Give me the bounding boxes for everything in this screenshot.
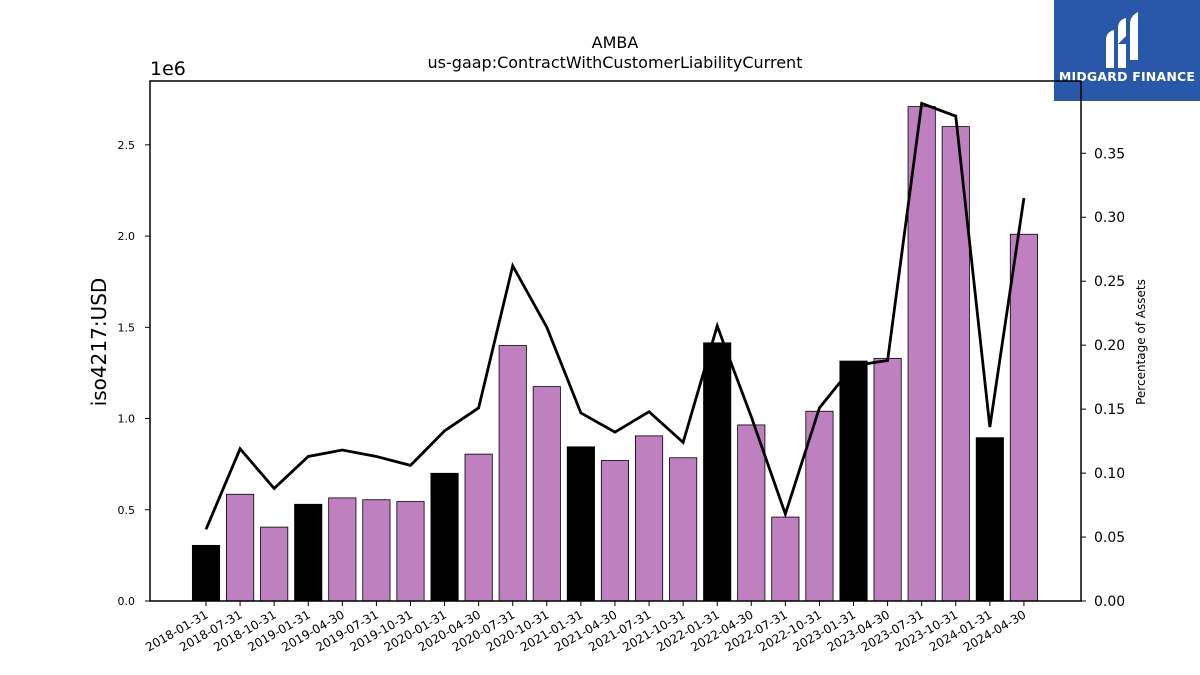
bar	[805, 410, 834, 602]
bar	[294, 503, 323, 602]
bar	[669, 457, 698, 602]
y2-tick-label: 0.05	[1094, 530, 1125, 546]
logo-text: MIDGARD FINANCE	[1058, 69, 1196, 84]
bar	[1009, 233, 1038, 602]
y2-axis-label: Percentage of Assets	[1134, 279, 1148, 405]
y-tick-label: 1.0	[118, 413, 136, 426]
bar	[260, 526, 289, 602]
bar	[498, 345, 527, 602]
bar	[464, 453, 493, 602]
midgard-m-icon	[1106, 12, 1138, 68]
bar	[532, 386, 561, 602]
y-tick-label: 0.0	[118, 595, 136, 608]
bar	[566, 446, 595, 602]
bar	[430, 472, 459, 602]
bar	[737, 424, 766, 602]
y2-tick-label: 0.10	[1094, 466, 1125, 482]
y2-tick-label: 0.15	[1094, 402, 1125, 418]
bar	[600, 460, 630, 602]
plot-frame	[149, 80, 1082, 602]
y-tick-label: 1.5	[118, 321, 136, 334]
bar	[226, 493, 255, 602]
bar	[396, 501, 425, 602]
chart-subtitle: us-gaap:ContractWithCustomerLiabilityCur…	[428, 53, 803, 72]
bar	[873, 357, 902, 602]
y-axis-label: iso4217:USD	[87, 278, 111, 407]
y2-tick-label: 0.25	[1094, 274, 1125, 290]
bar	[907, 106, 936, 602]
y-offset-text: 1e6	[150, 58, 186, 80]
bar	[328, 497, 357, 602]
bar	[839, 360, 868, 602]
y-tick-label: 0.5	[118, 504, 136, 517]
y-tick-label: 2.0	[118, 230, 136, 243]
y-tick-label: 2.5	[118, 139, 136, 152]
y2-tick-label: 0.00	[1094, 594, 1125, 610]
y2-tick-label: 0.30	[1094, 210, 1125, 226]
series-line	[204, 101, 1026, 530]
y2-tick-label: 0.20	[1094, 338, 1125, 354]
bar	[771, 516, 800, 602]
bar	[362, 499, 391, 602]
bar	[703, 342, 732, 602]
bar	[191, 544, 221, 602]
chart-title: AMBA	[592, 33, 639, 52]
bar	[975, 437, 1004, 602]
bar	[634, 435, 664, 602]
line-group	[204, 101, 1026, 530]
midgard-finance-logo: MIDGARD FINANCE	[1054, 0, 1200, 101]
y2-tick-label: 0.35	[1094, 146, 1125, 162]
